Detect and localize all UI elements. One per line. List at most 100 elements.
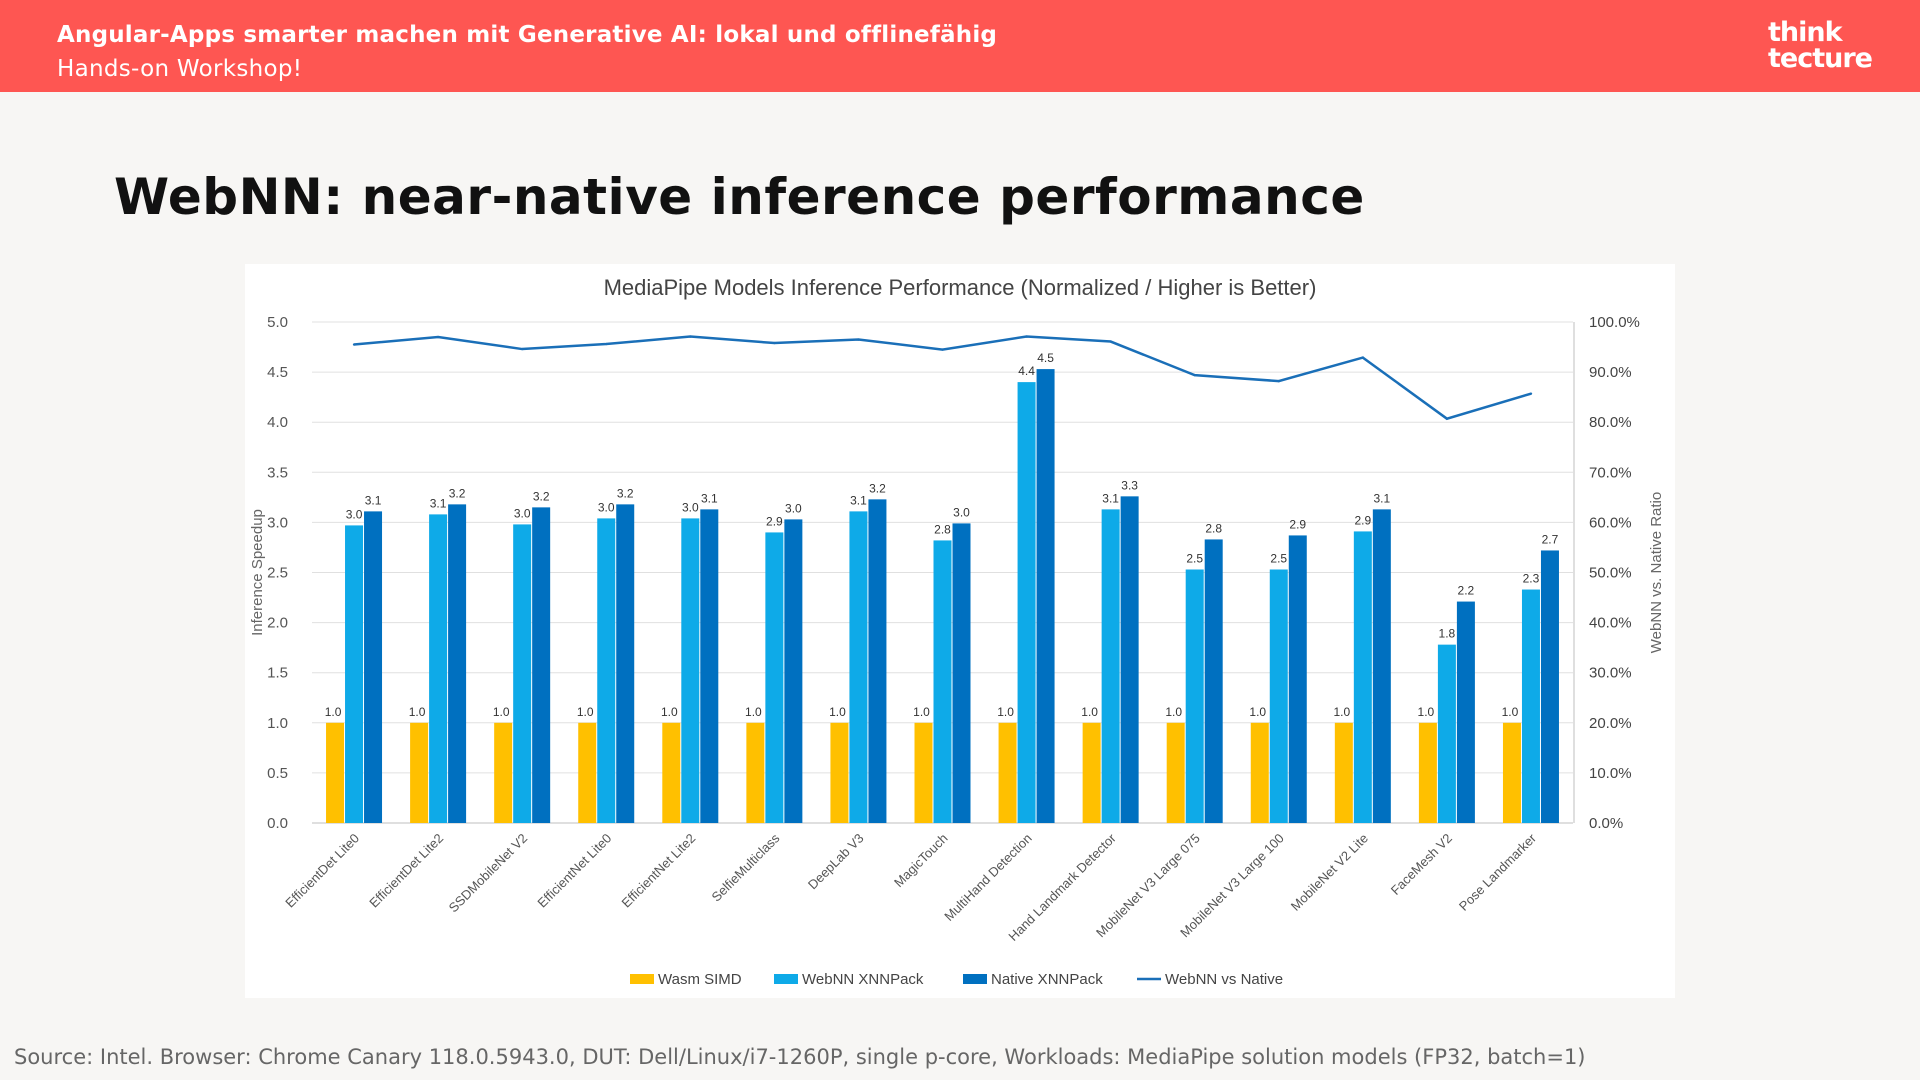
ratio-point bbox=[1445, 417, 1449, 420]
bar-native-xnnpack bbox=[448, 504, 467, 823]
category-label: Pose Landmarker bbox=[1456, 830, 1540, 914]
data-label: 2.3 bbox=[1523, 572, 1540, 586]
data-label: 3.1 bbox=[701, 491, 718, 505]
y-tick-label: 0.5 bbox=[267, 765, 288, 782]
category-label: MobileNet V2 Lite bbox=[1288, 831, 1371, 914]
data-label: 2.9 bbox=[1354, 513, 1371, 527]
data-label: 3.1 bbox=[365, 493, 382, 507]
legend-swatch bbox=[963, 974, 987, 984]
bar-webnn-xnnpack bbox=[765, 532, 784, 823]
bar-wasm-simd bbox=[662, 722, 681, 823]
bar-webnn-xnnpack bbox=[345, 525, 364, 823]
data-label: 1.0 bbox=[997, 705, 1014, 719]
data-label: 1.0 bbox=[1165, 705, 1182, 719]
bar-webnn-xnnpack bbox=[429, 514, 448, 823]
y-tick-label: 5.0 bbox=[267, 314, 288, 331]
bar-native-xnnpack bbox=[1456, 601, 1475, 823]
logo-line-1: think bbox=[1768, 17, 1843, 48]
bar-webnn-xnnpack bbox=[597, 518, 616, 823]
bar-native-xnnpack bbox=[952, 523, 971, 823]
bar-wasm-simd bbox=[494, 722, 513, 823]
data-label: 3.0 bbox=[953, 505, 970, 519]
category-label: EfficientNet Lite2 bbox=[618, 831, 698, 911]
bar-wasm-simd bbox=[1166, 722, 1185, 823]
data-label: 2.5 bbox=[1270, 551, 1287, 565]
category-label: DeepLab V3 bbox=[805, 831, 867, 893]
y-tick-label: 0.0 bbox=[267, 815, 288, 832]
data-label: 1.0 bbox=[913, 705, 930, 719]
data-label: 3.0 bbox=[346, 507, 363, 521]
data-label: 1.0 bbox=[577, 705, 594, 719]
workshop-subtitle: Hands-on Workshop! bbox=[57, 56, 303, 82]
ratio-point bbox=[436, 335, 440, 339]
y-tick-label: 1.5 bbox=[267, 665, 288, 682]
y2-tick-label: 90.0% bbox=[1589, 364, 1632, 381]
bar-wasm-simd bbox=[578, 722, 597, 823]
top-banner: Angular-Apps smarter machen mit Generati… bbox=[0, 0, 1920, 92]
ratio-point bbox=[1277, 379, 1280, 383]
legend-label: Native XNNPack bbox=[991, 971, 1103, 988]
ratio-point bbox=[1025, 335, 1028, 338]
category-label: MultiHand Detection bbox=[941, 831, 1034, 924]
chart-panel: MediaPipe Models Inference Performance (… bbox=[245, 264, 1675, 998]
bar-native-xnnpack bbox=[616, 504, 635, 823]
y2-tick-label: 20.0% bbox=[1589, 715, 1632, 732]
y2-tick-label: 80.0% bbox=[1589, 414, 1632, 431]
data-label: 3.2 bbox=[533, 489, 550, 503]
y-tick-label: 2.0 bbox=[267, 615, 288, 632]
data-label: 3.2 bbox=[449, 486, 466, 500]
bar-wasm-simd bbox=[326, 722, 345, 823]
data-label: 3.2 bbox=[617, 486, 634, 500]
data-label: 1.0 bbox=[1333, 705, 1350, 719]
category-label: SSDMobileNet V2 bbox=[446, 831, 531, 916]
bar-webnn-xnnpack bbox=[1521, 589, 1540, 823]
source-note: Source: Intel. Browser: Chrome Canary 11… bbox=[14, 1045, 1586, 1069]
ratio-point bbox=[520, 347, 524, 351]
bar-wasm-simd bbox=[1502, 722, 1521, 823]
ratio-point bbox=[1109, 340, 1112, 343]
category-label: EfficientDet Lite2 bbox=[366, 831, 446, 911]
category-label: MagicTouch bbox=[891, 831, 951, 891]
data-label: 1.0 bbox=[493, 705, 510, 719]
y2-tick-label: 30.0% bbox=[1589, 665, 1632, 682]
category-label: FaceMesh V2 bbox=[1388, 831, 1455, 898]
y2-axis-title: WebNN vs. Native Ratio bbox=[1648, 492, 1665, 653]
data-label: 1.0 bbox=[1249, 705, 1266, 719]
ratio-point bbox=[1193, 373, 1196, 377]
bar-native-xnnpack bbox=[1036, 369, 1055, 823]
data-label: 3.3 bbox=[1121, 478, 1138, 492]
bar-native-xnnpack bbox=[364, 511, 383, 823]
bar-wasm-simd bbox=[998, 722, 1017, 823]
bar-webnn-xnnpack bbox=[1017, 382, 1036, 823]
data-label: 1.0 bbox=[409, 705, 426, 719]
data-label: 4.4 bbox=[1018, 364, 1035, 378]
category-label: SelfieMulticlass bbox=[709, 830, 783, 904]
ratio-point bbox=[773, 341, 776, 345]
bar-wasm-simd bbox=[1250, 722, 1269, 823]
logo-line-2: tecture bbox=[1768, 43, 1873, 74]
ratio-point bbox=[605, 342, 608, 346]
bar-native-xnnpack bbox=[784, 519, 803, 823]
workshop-title: Angular-Apps smarter machen mit Generati… bbox=[57, 22, 998, 48]
data-label: 1.0 bbox=[745, 705, 762, 719]
legend-swatch bbox=[774, 974, 798, 984]
ratio-point bbox=[941, 348, 944, 351]
slide-title: WebNN: near-native inference performance bbox=[114, 168, 1365, 226]
y-tick-label: 4.0 bbox=[267, 414, 288, 431]
bar-webnn-xnnpack bbox=[1437, 644, 1456, 823]
data-label: 2.8 bbox=[1205, 521, 1222, 535]
bar-wasm-simd bbox=[1082, 722, 1101, 823]
y-tick-label: 3.0 bbox=[267, 514, 288, 531]
bar-wasm-simd bbox=[830, 722, 849, 823]
data-label: 2.5 bbox=[1186, 551, 1203, 565]
y-tick-label: 3.5 bbox=[267, 464, 288, 481]
data-label: 1.0 bbox=[661, 705, 678, 719]
ratio-point bbox=[1529, 392, 1533, 395]
bar-webnn-xnnpack bbox=[513, 524, 532, 823]
bar-native-xnnpack bbox=[1372, 509, 1391, 823]
bar-native-xnnpack bbox=[532, 507, 551, 823]
ratio-point bbox=[352, 343, 356, 346]
y2-tick-label: 70.0% bbox=[1589, 464, 1632, 481]
category-label: EfficientNet Lite0 bbox=[534, 831, 614, 911]
data-label: 1.0 bbox=[829, 705, 846, 719]
